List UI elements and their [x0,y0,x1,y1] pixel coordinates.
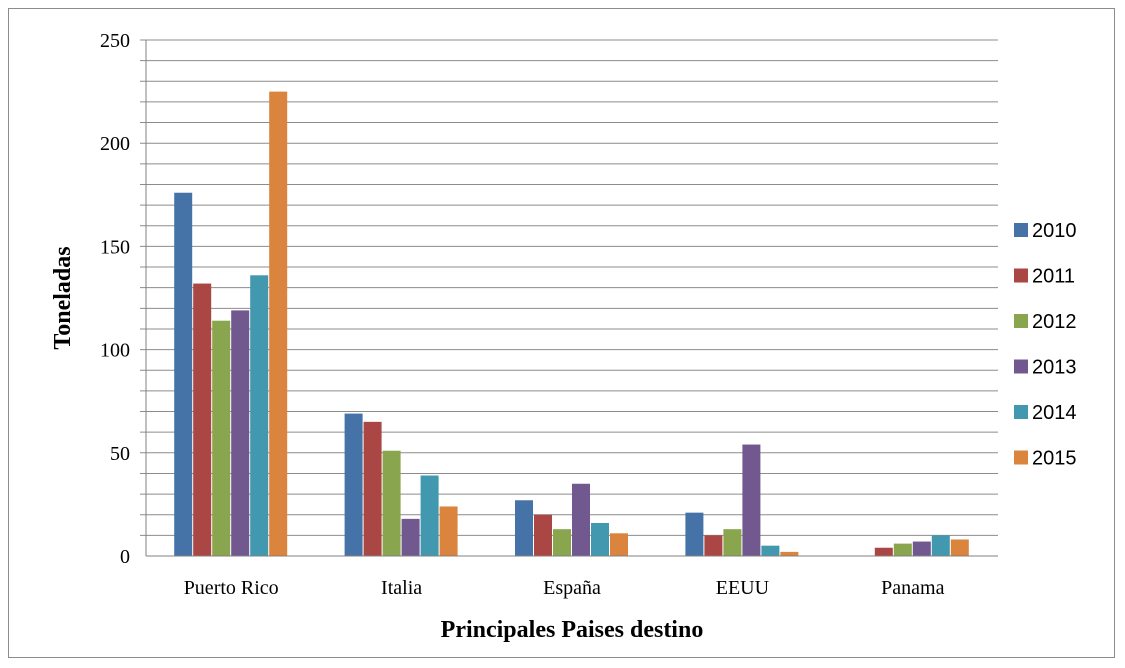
bar [212,320,231,556]
bar [193,283,212,556]
bar [950,539,969,556]
legend-label: 2013 [1032,357,1077,379]
bar [534,514,552,556]
bar [685,512,704,556]
legend-label: 2014 [1032,402,1077,424]
bar [572,483,590,556]
legend-swatch [1014,450,1028,465]
bar [931,535,950,556]
y-tick-labels: 0 50 100 150 200 250 [100,30,130,568]
bar [420,475,439,556]
x-tick-label: España [543,577,601,599]
bar [250,275,269,556]
y-tick-label: 250 [100,30,130,52]
bar [742,444,761,556]
y-tick-label: 100 [100,340,130,362]
x-tick-labels: Puerto Rico Italia España EEUU Panama [184,577,945,599]
legend-label: 2010 [1032,220,1077,242]
bar [912,541,931,556]
bar [591,522,609,556]
legend-swatch [1014,359,1028,374]
y-tick-label: 0 [120,546,130,568]
legend-swatch [1014,405,1028,419]
x-tick-label: Panama [881,577,944,599]
legend-swatch [1014,268,1028,283]
bar [761,545,780,556]
legend: 2010 2011 2012 2013 2014 2015 [1014,220,1077,470]
bar [515,500,533,556]
bar [610,533,628,556]
bar [344,413,363,556]
bar [893,543,912,556]
x-tick-label: EEUU [716,577,770,599]
gridlines [140,39,998,536]
bar [723,529,742,556]
legend-label: 2011 [1032,266,1075,288]
y-tick-label: 50 [110,443,130,465]
legend-label: 2015 [1032,448,1077,470]
bar [553,529,571,556]
bar [874,547,893,556]
axes [145,40,998,557]
y-axis-title: Toneladas [50,246,76,349]
bar [704,535,723,556]
bars [174,91,969,556]
x-tick-label: Puerto Rico [184,577,279,599]
y-tick-label: 150 [100,236,130,258]
bar [363,421,382,556]
y-tick-label: 200 [100,133,130,155]
bar [231,310,250,556]
legend-swatch [1014,314,1028,328]
x-tick-label: Italia [381,577,422,599]
bar [439,506,458,556]
bar [780,551,799,556]
bar [382,450,401,556]
legend-label: 2012 [1032,311,1077,333]
legend-swatch [1014,223,1028,237]
bar [401,518,420,556]
bar [174,192,193,556]
x-axis-title: Principales Paises destino [441,617,704,643]
bar [269,91,288,556]
